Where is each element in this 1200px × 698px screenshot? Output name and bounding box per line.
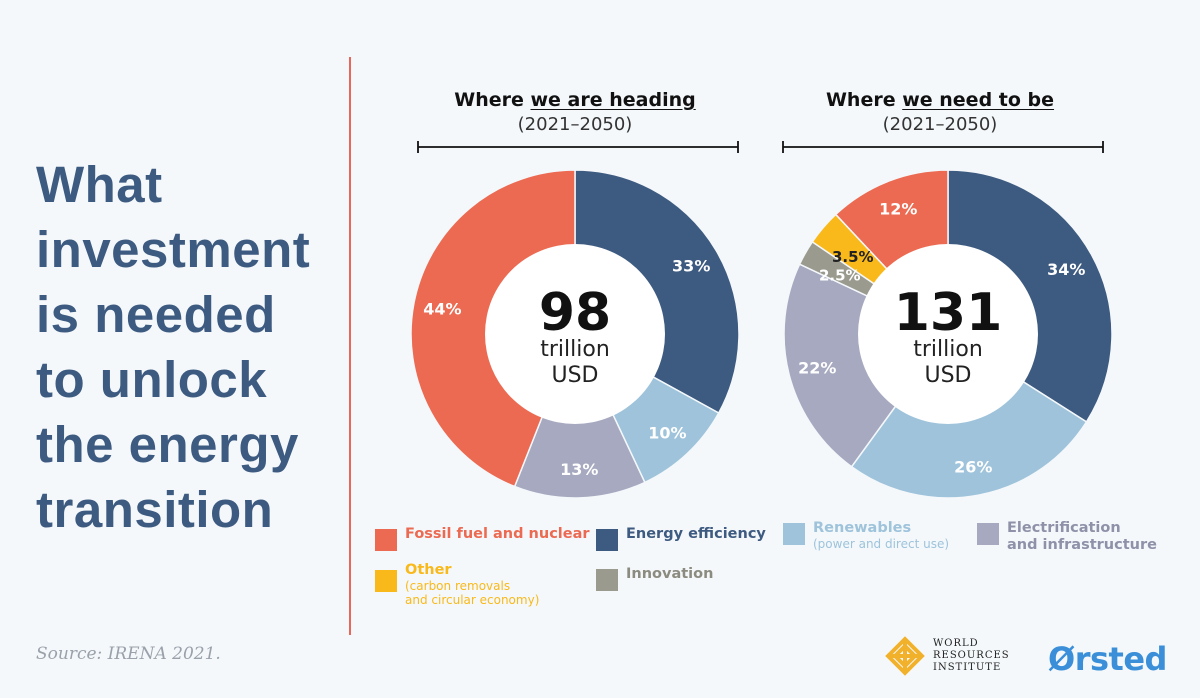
slice-label-electrification: 22% — [798, 359, 836, 378]
legend: Fossil fuel and nuclear Energy efficienc… — [375, 520, 1185, 610]
center-unit: USD — [551, 363, 598, 388]
legend-sublabel: (power and direct use) — [813, 537, 950, 551]
wri-text: WORLD — [933, 638, 979, 649]
legend-label: Electrification — [1007, 520, 1121, 536]
donut-hole — [858, 244, 1038, 424]
legend-swatch-electrification — [977, 523, 999, 545]
slice-label-fossil: 44% — [423, 300, 461, 319]
headline-line: transition — [36, 481, 274, 538]
legend-label: Renewables — [813, 520, 912, 536]
legend-item-renewables: Renewables (power and direct use) — [783, 520, 949, 551]
range-bracket — [782, 141, 1104, 153]
slice-label-fossil: 12% — [879, 199, 917, 218]
wri-text: RESOURCES — [933, 650, 1010, 661]
title-underlined: we need to be — [902, 89, 1055, 111]
title-prefix: Where — [825, 89, 903, 111]
legend-swatch-other — [375, 570, 397, 592]
legend-label: Innovation — [626, 566, 714, 582]
title-prefix: Where — [454, 89, 531, 111]
legend-sublabel: (carbon removals — [405, 579, 511, 593]
slice-label-renewables: 10% — [648, 423, 686, 442]
legend-item-other: Other (carbon removals and circular econ… — [375, 562, 539, 607]
slice-label-renewables: 26% — [954, 458, 992, 477]
legend-swatch-fossil — [375, 529, 397, 551]
slice-label-electrification: 13% — [560, 460, 598, 479]
legend-swatch-innovation — [596, 569, 618, 591]
title-period: (2021–2050) — [882, 114, 998, 135]
legend-sublabel: and circular economy) — [405, 593, 540, 607]
chart-title-heading: Where we are heading (2021–2050) — [410, 88, 740, 138]
center-unit: trillion — [540, 337, 610, 362]
title-period: (2021–2050) — [517, 114, 633, 135]
source-note: Source: IRENA 2021. — [36, 644, 221, 664]
legend-label: Other — [405, 562, 452, 578]
wri-logo: WORLD RESOURCES INSTITUTE — [885, 636, 1010, 676]
vertical-divider — [349, 57, 351, 635]
legend-label: Energy efficiency — [626, 526, 766, 542]
center-unit: trillion — [913, 337, 983, 362]
title-underlined: we are heading — [530, 89, 696, 111]
slice-label-efficiency: 34% — [1047, 260, 1085, 279]
legend-swatch-renewables — [783, 523, 805, 545]
range-bracket — [417, 141, 739, 153]
wri-text: INSTITUTE — [933, 662, 1002, 673]
center-value: 98 — [539, 283, 611, 343]
legend-label: and infrastructure — [1007, 537, 1157, 553]
center-value: 131 — [894, 283, 1003, 343]
slice-label-efficiency: 33% — [672, 256, 710, 275]
legend-item-efficiency: Energy efficiency — [596, 526, 766, 551]
headline-line: What — [36, 156, 163, 213]
headline-line: is needed — [36, 286, 276, 343]
donut-hole — [485, 244, 665, 424]
headline-line: to unlock — [36, 351, 268, 408]
headline-line: the energy — [36, 416, 299, 473]
legend-item-innovation: Innovation — [596, 566, 713, 591]
wri-knot-icon — [885, 636, 925, 676]
headline-line: investment — [36, 221, 311, 278]
legend-item-electrification: Electrification and infrastructure — [977, 520, 1157, 554]
legend-label: Fossil fuel and nuclear — [405, 526, 590, 542]
chart-title-need: Where we need to be (2021–2050) — [775, 88, 1105, 138]
legend-item-fossil: Fossil fuel and nuclear — [375, 526, 590, 551]
headline: What investment is needed to unlock the … — [36, 152, 346, 542]
center-unit: USD — [924, 363, 971, 388]
slice-label-other: 3.5% — [832, 248, 874, 266]
orsted-logo: Ørsted — [1048, 640, 1167, 678]
legend-swatch-efficiency — [596, 529, 618, 551]
slice-label-innovation: 2.5% — [819, 267, 861, 285]
